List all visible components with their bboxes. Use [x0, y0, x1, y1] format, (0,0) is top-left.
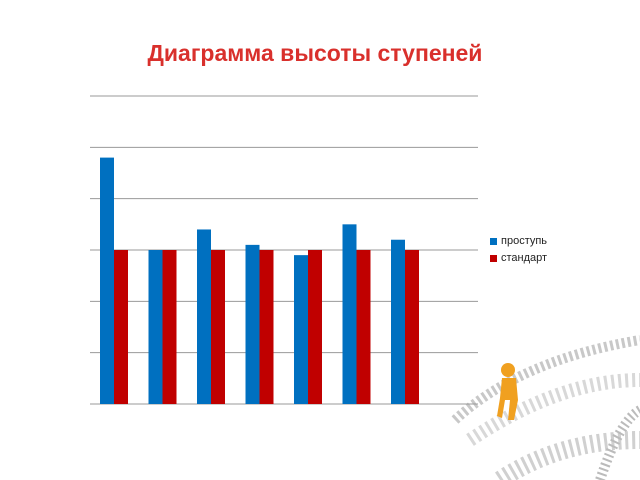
bar: [342, 224, 357, 404]
bar: [197, 229, 211, 404]
bar: [356, 250, 371, 404]
legend-label: проступь: [501, 235, 547, 247]
bar: [148, 250, 163, 404]
bar: [211, 250, 225, 404]
legend-swatch: [490, 255, 497, 262]
legend-label: стандарт: [501, 252, 547, 264]
bar: [405, 250, 419, 404]
legend-swatch: [490, 238, 497, 245]
bar: [294, 255, 308, 404]
bar: [245, 244, 260, 404]
bar: [114, 250, 128, 404]
bar: [308, 250, 322, 404]
bar: [100, 157, 114, 404]
bar: [391, 239, 405, 404]
staircase-decoration: [451, 335, 640, 480]
bar: [259, 250, 274, 404]
chart-title: Диаграмма высоты ступеней: [148, 40, 483, 66]
bar: [162, 250, 177, 404]
figure-decoration: [497, 363, 518, 420]
